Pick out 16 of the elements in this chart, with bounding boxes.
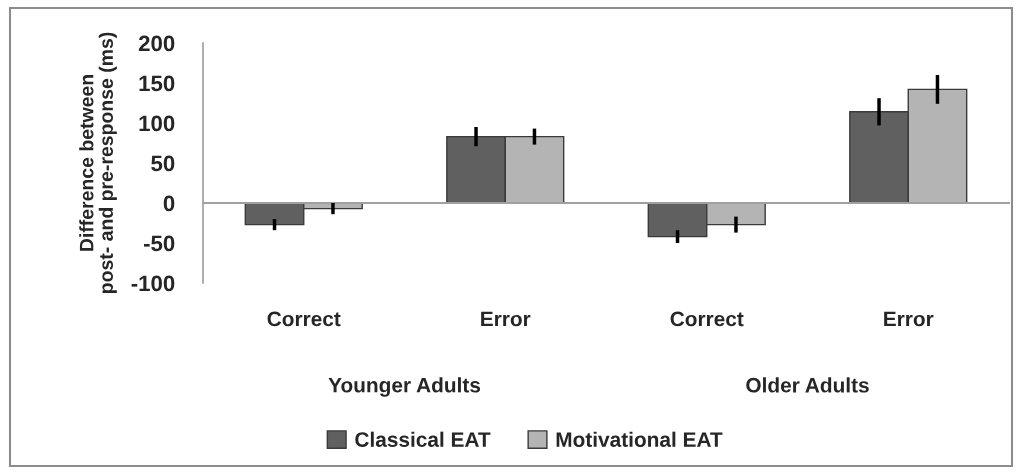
legend-label: Motivational EAT (556, 431, 723, 447)
legend-label: Classical EAT (355, 431, 491, 447)
x-tick-label: Correct (267, 311, 341, 327)
y-tick-label: -50 (143, 235, 175, 252)
y-tick-label: 150 (139, 75, 175, 92)
y-axis-title: Difference between post- and pre-response (ms) (79, 32, 117, 293)
x-tick-label: Correct (670, 311, 744, 327)
x-tick-label: Error (481, 311, 531, 327)
text: Younger Adults (328, 377, 481, 397)
y-tick-label: 50 (151, 155, 175, 172)
y-tick-label: 100 (139, 115, 175, 132)
y-tick-label: 0 (163, 195, 175, 212)
x-tick-label: Error (884, 311, 934, 327)
y-tick-label: -100 (131, 275, 175, 292)
text: Older Adults (746, 377, 869, 393)
y-tick-label: 200 (138, 35, 175, 52)
